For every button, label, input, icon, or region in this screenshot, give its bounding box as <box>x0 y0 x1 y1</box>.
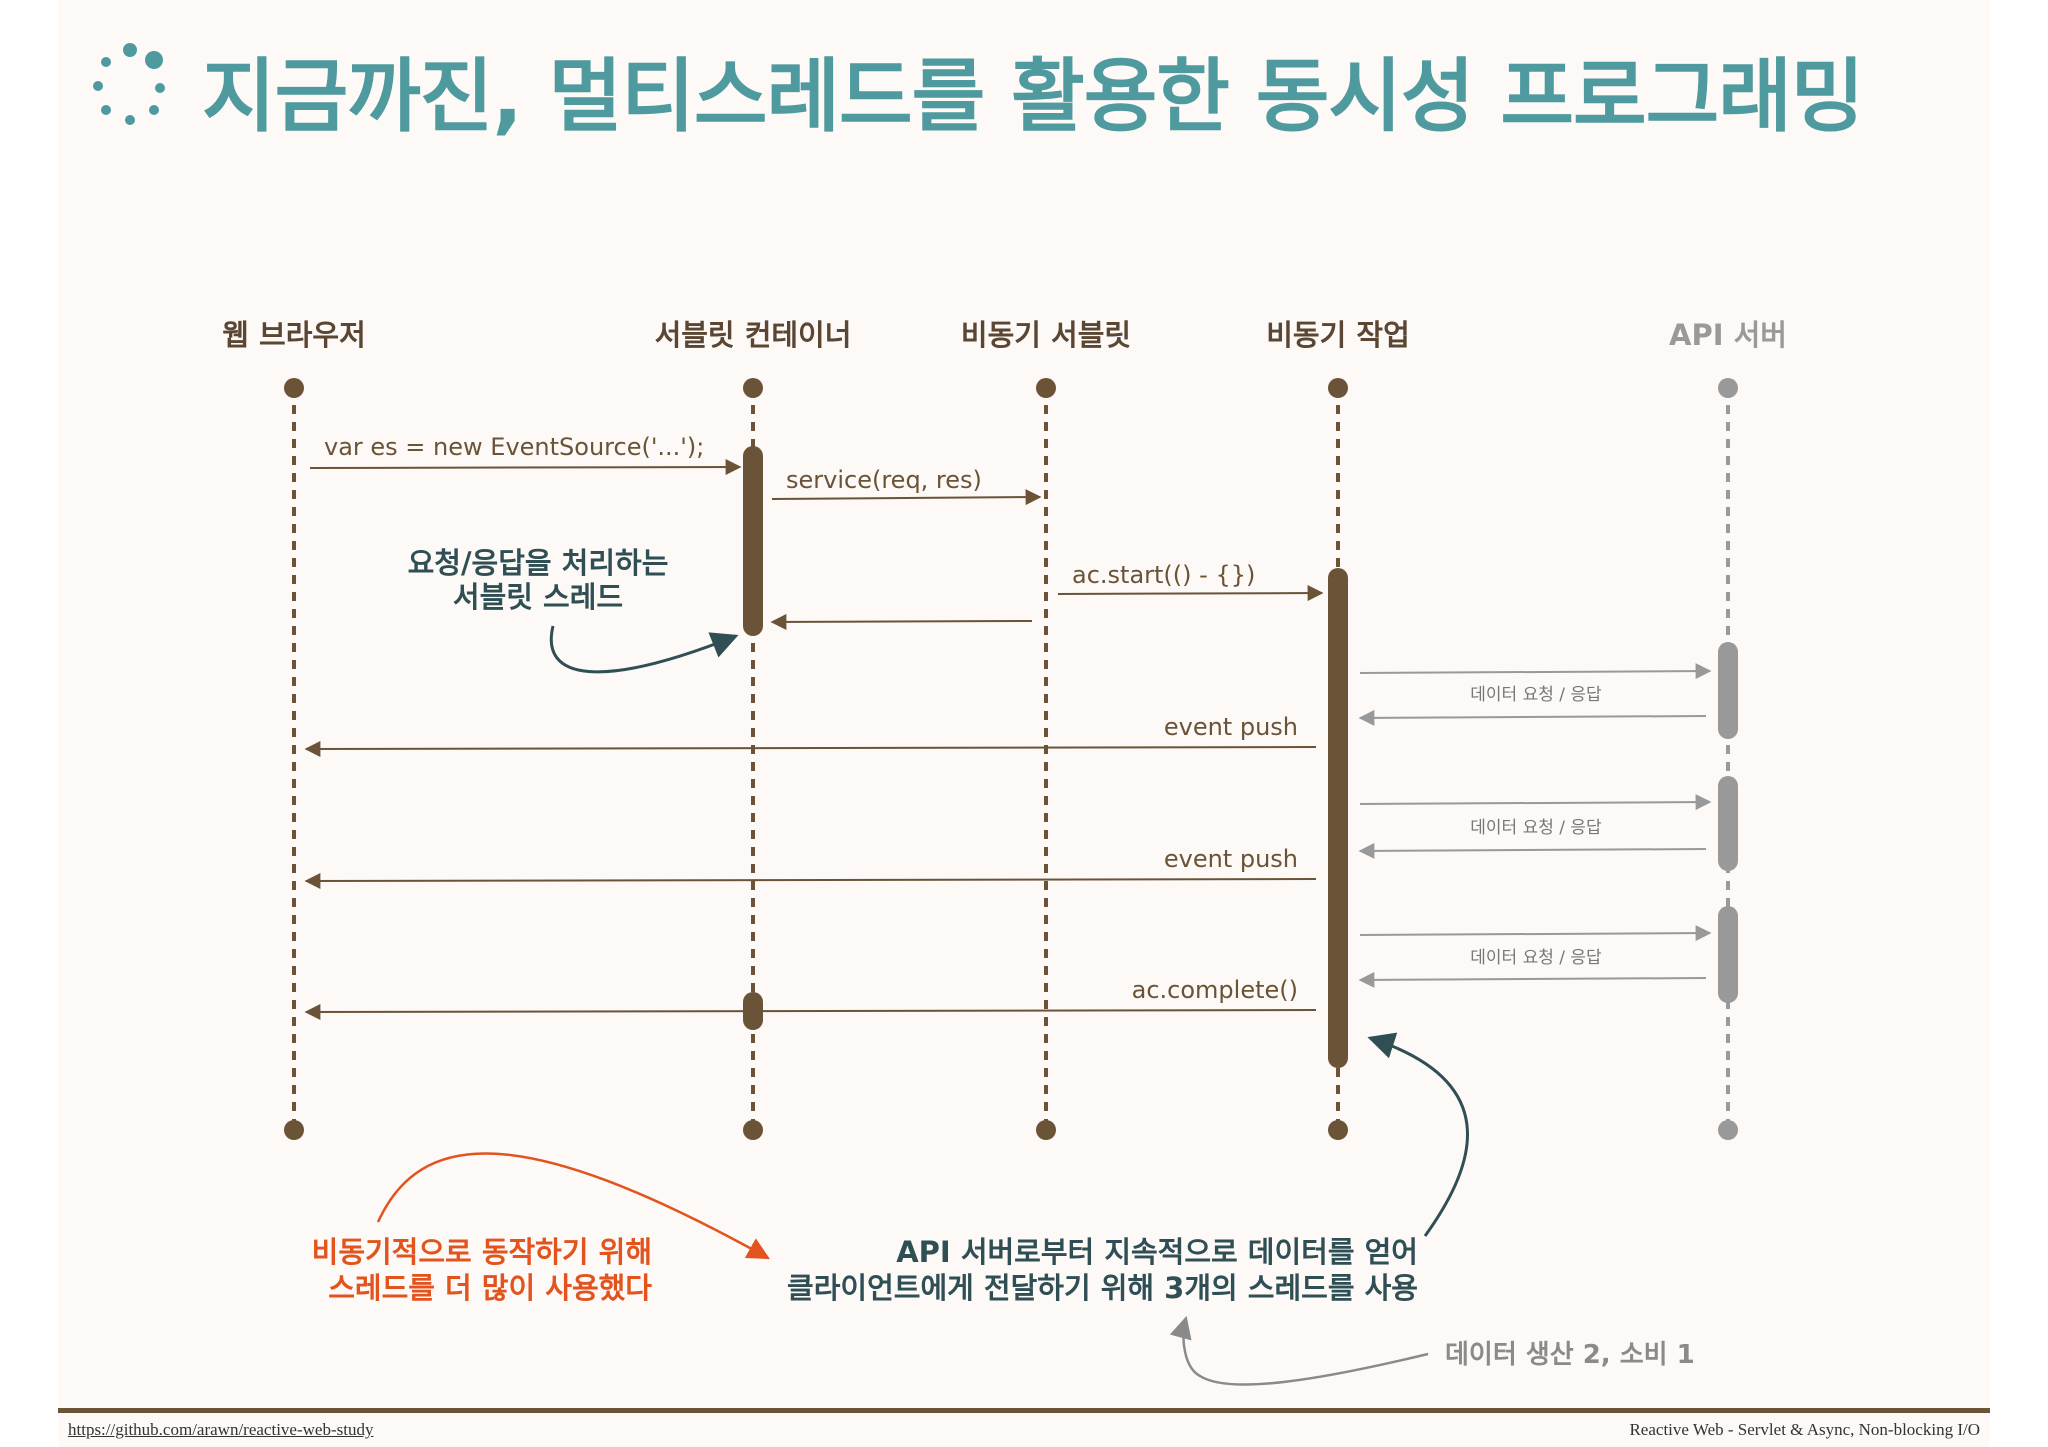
note-orange-line-1: 비동기적으로 동작하기 위해 <box>312 1235 652 1269</box>
note-teal-arrow <box>1367 1032 1469 1237</box>
message-arrow-service <box>771 489 1042 506</box>
participant-api-server: API 서버 <box>1669 318 1787 352</box>
complete-label: ac.complete() <box>1132 976 1298 1004</box>
note-servlet-thread-arrow <box>549 625 739 674</box>
loading-dots-icon <box>93 43 165 125</box>
participant-async-task: 비동기 작업 <box>1266 318 1410 352</box>
event-push-arrow-1 <box>304 740 1317 757</box>
api-label-3: 데이터 요청 / 응답 <box>1470 948 1602 968</box>
note-servlet-thread-line-1: 요청/응답을 처리하는 <box>408 546 669 580</box>
participant-web-browser: 웹 브라우저 <box>222 318 366 352</box>
footer-note: Reactive Web - Servlet & Async, Non-bloc… <box>1629 1420 1980 1439</box>
note-gray-label: 데이터 생산 2, 소비 1 <box>1445 1340 1695 1370</box>
message-label-ac-start: ac.start(() - {}) <box>1072 561 1255 589</box>
event-push-arrow-2 <box>304 872 1317 889</box>
event-push-label-2: event push <box>1164 845 1298 873</box>
lifeline-api-server <box>1718 378 1738 1140</box>
page-title: 지금까진, 멀티스레드를 활용한 동시성 프로그래밍 <box>202 50 1864 143</box>
event-push-label-1: event push <box>1164 713 1298 741</box>
participant-async-servlet: 비동기 서블릿 <box>961 318 1131 352</box>
message-arrow-ac-start <box>1057 585 1324 602</box>
api-response-arrow-3 <box>1358 971 1707 988</box>
footer-github-link[interactable]: https://github.com/arawn/reactive-web-st… <box>68 1420 374 1439</box>
note-teal-line-1: API 서버로부터 지속적으로 데이터를 얻어 <box>896 1235 1418 1269</box>
api-response-arrow-2 <box>1358 842 1707 859</box>
api-request-arrow-2 <box>1359 794 1712 811</box>
complete-arrow <box>304 1003 1317 1020</box>
message-label-service: service(req, res) <box>786 466 982 494</box>
api-request-arrow-1 <box>1359 663 1712 680</box>
activation-api-1 <box>1718 642 1738 739</box>
api-label-1: 데이터 요청 / 응답 <box>1470 685 1602 705</box>
api-response-arrow-1 <box>1358 709 1707 726</box>
activation-api-3 <box>1718 906 1738 1003</box>
lifeline-async-servlet <box>1036 378 1056 1140</box>
activation-api-2 <box>1718 776 1738 871</box>
participant-servlet-container: 서블릿 컨테이너 <box>655 318 852 352</box>
note-orange-arrow <box>376 1152 770 1260</box>
note-teal-line-2: 클라이언트에게 전달하기 위해 3개의 스레드를 사용 <box>787 1271 1418 1305</box>
note-gray-arrow <box>1169 1315 1429 1386</box>
message-label-eventsource: var es = new EventSource('...'); <box>324 433 704 461</box>
lifeline-web-browser <box>284 378 304 1140</box>
api-request-arrow-3 <box>1359 925 1712 942</box>
activation-servlet-thread <box>743 446 763 636</box>
note-servlet-thread-line-2: 서블릿 스레드 <box>453 580 623 614</box>
footer-divider <box>58 1408 1990 1413</box>
activation-async-task <box>1328 568 1348 1068</box>
message-arrow-eventsource <box>309 459 742 476</box>
slide-background <box>58 0 1990 1447</box>
message-arrow-return <box>770 613 1033 630</box>
note-orange-line-2: 스레드를 더 많이 사용했다 <box>328 1271 652 1305</box>
api-label-2: 데이터 요청 / 응답 <box>1470 818 1602 838</box>
